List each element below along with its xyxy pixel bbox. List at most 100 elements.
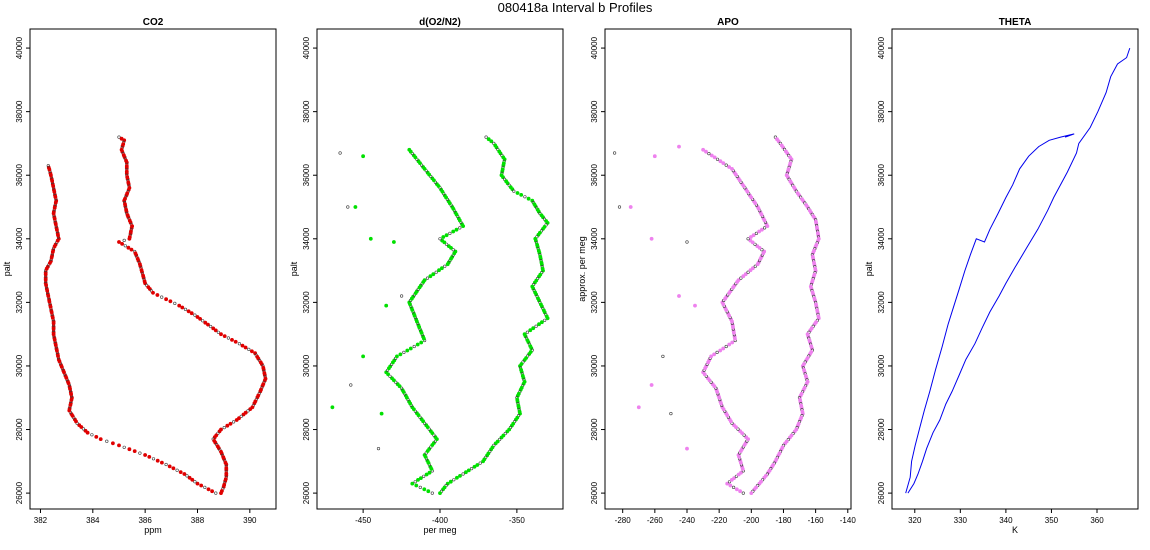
data-point xyxy=(395,382,400,387)
data-point xyxy=(785,151,790,156)
data-point xyxy=(721,161,726,166)
data-point xyxy=(715,157,720,161)
y-axis-label: palt xyxy=(2,261,12,276)
data-point xyxy=(210,489,215,494)
data-point xyxy=(394,380,398,384)
data-point xyxy=(433,435,438,440)
data-point xyxy=(117,443,121,448)
data-point xyxy=(430,491,434,495)
data-point xyxy=(444,233,449,238)
x-tick-label: -200 xyxy=(743,516,760,525)
data-point xyxy=(127,236,132,241)
data-point xyxy=(155,458,160,463)
data-point xyxy=(52,335,57,340)
x-tick-label: -450 xyxy=(355,516,372,525)
y-tick-label: 32000 xyxy=(590,291,599,314)
data-point xyxy=(219,332,223,337)
data-point xyxy=(243,345,248,350)
data-point xyxy=(443,264,447,268)
data-point xyxy=(394,354,399,359)
data-point xyxy=(48,303,53,308)
data-point xyxy=(677,144,681,149)
x-tick-label: 390 xyxy=(243,516,257,525)
data-point xyxy=(751,233,756,238)
data-point xyxy=(748,268,753,273)
data-point xyxy=(541,226,545,231)
data-point xyxy=(499,435,504,440)
co2-panel: CO2 382 384 386 388 390 26000 28000 30000 32000 34… xyxy=(2,17,277,535)
data-point xyxy=(330,405,335,410)
data-point xyxy=(762,249,767,254)
data-point xyxy=(203,320,208,325)
y-tick-label: 28000 xyxy=(302,418,311,441)
data-point xyxy=(466,468,471,473)
data-point xyxy=(239,414,243,419)
y-tick-label: 26000 xyxy=(590,481,599,504)
data-point xyxy=(475,463,480,467)
x-axis-label: ppm xyxy=(144,525,162,535)
x-tick-label: -260 xyxy=(647,516,664,525)
data-point xyxy=(384,303,389,308)
data-point xyxy=(63,373,68,378)
data-point xyxy=(416,159,421,164)
data-point xyxy=(402,350,406,355)
panel-title: d(O2/N2) xyxy=(419,17,461,28)
data-point xyxy=(528,328,533,333)
figure-title: 080418a Interval b Profiles xyxy=(497,0,653,15)
data-point xyxy=(175,468,179,472)
data-point xyxy=(217,429,222,434)
data-point xyxy=(126,187,131,192)
data-point xyxy=(728,483,733,488)
y-axis-label: palt xyxy=(289,261,299,276)
data-point xyxy=(151,457,156,461)
y-tick-label: 34000 xyxy=(302,227,311,250)
y-tick-label: 40000 xyxy=(15,36,24,59)
y-axis-label: approx. per meg xyxy=(577,236,587,302)
data-point xyxy=(122,445,126,449)
data-point xyxy=(636,405,641,410)
theta-panel: THETA 320 330 340 350 360 26000 28000 30000 32000… xyxy=(864,17,1139,535)
data-point xyxy=(537,322,541,327)
data-point xyxy=(212,435,217,440)
data-point xyxy=(70,395,74,400)
data-point xyxy=(753,242,757,246)
data-point xyxy=(98,437,103,442)
data-point xyxy=(752,487,757,492)
data-point xyxy=(117,135,121,139)
panel-title: THETA xyxy=(999,17,1032,28)
data-point xyxy=(240,343,245,348)
data-point xyxy=(446,244,451,249)
data-point xyxy=(52,215,57,219)
data-point xyxy=(219,451,224,456)
data-point xyxy=(94,434,99,439)
data-point xyxy=(151,290,155,295)
data-point xyxy=(213,328,218,333)
data-point xyxy=(400,294,404,298)
y-tick-label: 38000 xyxy=(877,100,886,123)
data-point xyxy=(77,423,82,428)
data-point xyxy=(178,470,183,475)
data-point xyxy=(413,480,417,484)
series-line xyxy=(905,133,1075,494)
data-point xyxy=(193,480,197,484)
data-point xyxy=(53,341,58,346)
data-point xyxy=(731,485,736,490)
data-point xyxy=(171,466,176,471)
data-point xyxy=(453,249,458,254)
y-tick-label: 36000 xyxy=(590,164,599,187)
data-point xyxy=(741,491,745,495)
data-point xyxy=(812,322,817,327)
x-tick-label: -350 xyxy=(509,516,526,525)
data-point xyxy=(448,479,453,484)
data-point xyxy=(649,236,654,241)
data-point xyxy=(164,297,169,302)
y-tick-label: 34000 xyxy=(15,227,24,250)
data-point xyxy=(126,245,131,250)
data-point xyxy=(760,227,764,232)
data-point xyxy=(451,229,456,234)
data-point xyxy=(463,470,468,475)
data-point xyxy=(198,316,203,321)
data-point xyxy=(743,272,748,277)
data-point xyxy=(445,242,449,246)
data-point xyxy=(228,421,233,426)
